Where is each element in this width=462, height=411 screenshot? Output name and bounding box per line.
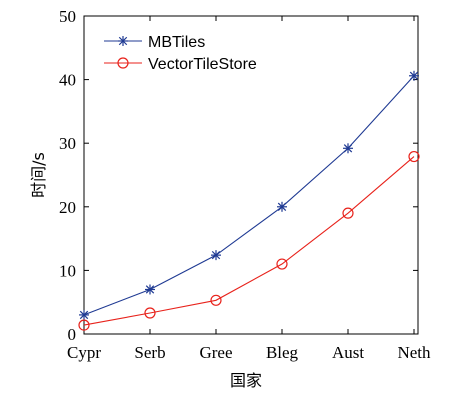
x-axis-label: 国家 [230, 371, 262, 390]
legend-label: VectorTileStore [148, 56, 257, 73]
data-point [342, 207, 354, 219]
series-line [83, 75, 415, 316]
plot-frame [83, 15, 419, 335]
x-tick-label: Aust [332, 343, 364, 362]
data-point [276, 258, 288, 270]
series-1 [78, 150, 420, 331]
series-line [83, 156, 415, 326]
series-0 [79, 70, 419, 320]
legend: MBTiles VectorTileStore [104, 34, 257, 73]
y-tick-label: 50 [59, 7, 76, 26]
legend-label: MBTiles [148, 34, 205, 51]
x-tick-label: Bleg [266, 343, 299, 362]
y-tick-label: 0 [68, 325, 77, 344]
y-axis-label: 时间/s [29, 152, 48, 198]
x-tick-label: Gree [199, 343, 232, 362]
x-tick-label: Neth [397, 343, 431, 362]
y-tick-label: 40 [59, 71, 76, 90]
data-point [78, 319, 90, 331]
legend-marker [118, 36, 128, 46]
legend-item: MBTiles [104, 34, 205, 51]
data-point [409, 70, 419, 81]
data-point [210, 294, 222, 306]
data-point [144, 307, 156, 319]
series-layer [78, 70, 420, 331]
data-point [277, 201, 287, 212]
legend-marker [117, 57, 129, 69]
data-point [211, 250, 221, 261]
x-tick-label: Cypr [67, 343, 101, 362]
data-point [79, 309, 89, 320]
y-tick-label: 20 [59, 198, 76, 217]
y-tick-label: 30 [59, 134, 76, 153]
data-point [343, 143, 353, 154]
legend-item: VectorTileStore [104, 56, 257, 73]
x-tick-label: Serb [134, 343, 165, 362]
data-point [408, 150, 420, 163]
data-point [145, 284, 155, 295]
y-tick-label: 10 [59, 261, 76, 280]
